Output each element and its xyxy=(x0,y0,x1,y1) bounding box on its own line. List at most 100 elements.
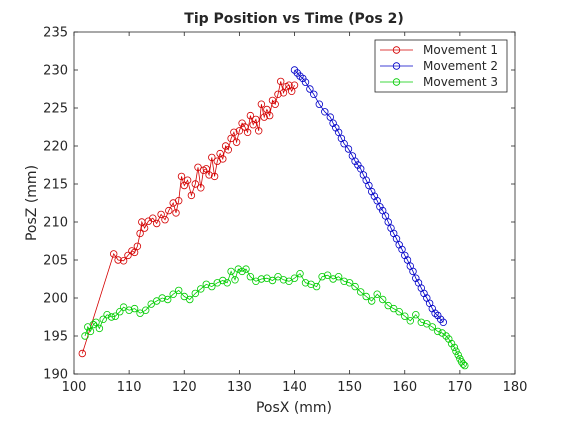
data-point xyxy=(354,161,362,169)
data-point xyxy=(334,128,343,136)
data-point xyxy=(78,349,86,358)
data-point xyxy=(191,180,199,188)
data-point xyxy=(351,282,359,291)
data-point xyxy=(119,303,128,311)
legend-marker xyxy=(392,78,401,86)
data-point xyxy=(116,308,124,316)
data-point xyxy=(133,242,142,250)
legend-item: Movement 3 xyxy=(380,75,498,89)
data-point xyxy=(345,279,354,287)
data-point xyxy=(326,113,334,121)
data-point xyxy=(238,119,246,127)
data-point xyxy=(197,184,205,192)
data-point xyxy=(107,313,116,321)
data-point xyxy=(197,285,205,293)
x-tick-label: 120 xyxy=(172,380,197,395)
data-point xyxy=(177,172,186,181)
legend-item: Movement 2 xyxy=(380,59,498,73)
series-layer xyxy=(78,66,469,370)
data-point xyxy=(86,327,95,336)
data-point xyxy=(401,251,409,260)
data-point xyxy=(208,153,216,162)
legend-box xyxy=(374,39,508,93)
data-point xyxy=(219,276,227,285)
data-point xyxy=(351,157,359,165)
y-tick-label: 210 xyxy=(43,216,68,231)
data-point xyxy=(376,203,384,211)
data-point xyxy=(180,292,188,301)
data-point xyxy=(392,234,401,243)
data-point xyxy=(285,277,293,285)
data-point xyxy=(136,309,144,317)
data-point xyxy=(323,271,332,279)
legend-label: Movement 2 xyxy=(423,59,498,73)
data-point xyxy=(301,78,310,86)
data-point xyxy=(114,256,122,264)
data-point xyxy=(450,343,459,352)
data-point xyxy=(340,277,348,285)
data-point xyxy=(344,145,353,153)
data-point xyxy=(381,212,390,220)
data-point xyxy=(235,127,244,135)
data-point xyxy=(384,301,392,310)
data-point xyxy=(431,309,439,317)
data-point xyxy=(459,360,467,368)
data-point xyxy=(81,332,89,340)
data-point xyxy=(124,251,132,260)
x-tick-label: 100 xyxy=(62,380,87,395)
data-point xyxy=(152,297,161,305)
data-point xyxy=(205,171,213,179)
data-point xyxy=(310,90,318,98)
y-tick-label: 200 xyxy=(43,292,68,307)
series-line xyxy=(294,69,444,323)
data-point xyxy=(288,87,296,95)
legend-label: Movement 1 xyxy=(423,43,498,57)
data-point xyxy=(409,267,417,276)
data-point xyxy=(290,274,299,282)
data-point xyxy=(365,181,373,190)
data-point xyxy=(234,265,242,273)
data-point xyxy=(461,361,469,370)
data-point xyxy=(219,155,227,163)
y-tick-label: 205 xyxy=(43,254,68,269)
x-tick-label: 110 xyxy=(117,380,142,395)
data-point xyxy=(271,100,279,108)
data-point xyxy=(398,245,406,254)
y-tick-label: 215 xyxy=(43,178,68,193)
data-point xyxy=(141,306,150,314)
data-point xyxy=(231,276,239,284)
data-point xyxy=(266,111,274,120)
data-point xyxy=(329,119,337,127)
x-axis-label: PosX (mm) xyxy=(256,400,332,416)
data-point xyxy=(417,318,425,326)
data-point xyxy=(434,327,442,336)
legend-marker xyxy=(392,46,401,54)
legend-item: Movement 1 xyxy=(380,43,498,57)
data-point xyxy=(373,290,381,298)
data-point xyxy=(285,81,293,89)
data-point xyxy=(357,288,365,296)
data-point xyxy=(111,312,119,320)
data-point xyxy=(246,111,255,120)
data-point xyxy=(340,139,348,148)
data-point xyxy=(362,292,370,301)
data-point xyxy=(321,108,329,116)
data-point xyxy=(290,81,299,89)
data-point xyxy=(452,347,460,355)
data-point xyxy=(232,138,241,146)
series-1 xyxy=(78,77,299,358)
data-point xyxy=(279,89,288,97)
data-point xyxy=(412,274,420,282)
legend: Movement 1 Movement 2 Movement 3 xyxy=(374,39,508,93)
data-point xyxy=(210,172,219,181)
data-point xyxy=(89,320,97,329)
x-tick-label: 140 xyxy=(282,380,307,395)
data-point xyxy=(368,297,376,305)
y-tick-label: 235 xyxy=(43,26,68,41)
data-point xyxy=(103,311,111,319)
data-point xyxy=(257,275,266,283)
x-tick-label: 180 xyxy=(503,380,528,395)
data-point xyxy=(357,165,365,173)
data-point xyxy=(158,294,166,302)
data-point xyxy=(230,128,238,136)
